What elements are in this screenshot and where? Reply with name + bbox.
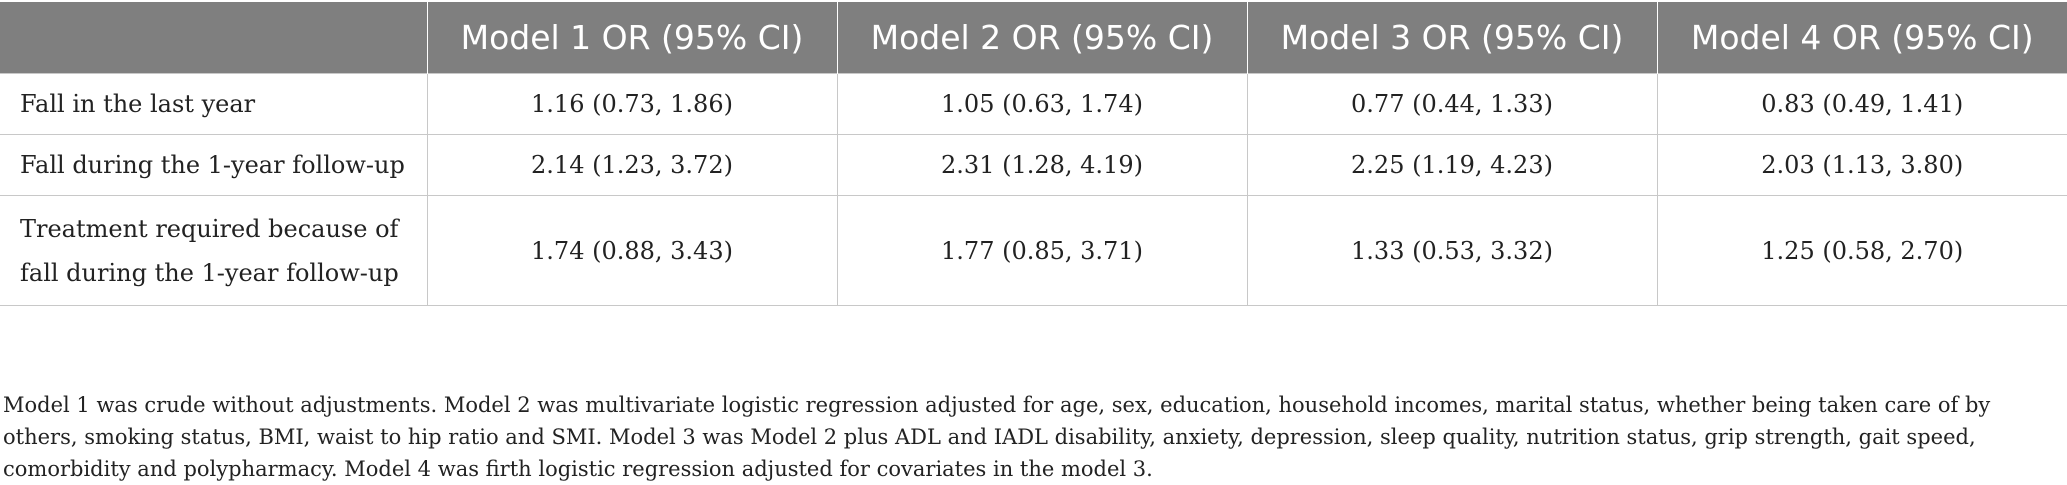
table-footnote: Model 1 was crude without adjustments. M… — [3, 393, 1991, 481]
table-cell: 1.74 (0.88, 3.43) — [426, 195, 838, 306]
table-cell: 2.31 (1.28, 4.19) — [836, 134, 1248, 196]
header-cell-blank — [0, 2, 428, 74]
table-cell: 1.16 (0.73, 1.86) — [426, 73, 838, 135]
table-row: Fall during the 1-year follow-up 2.14 (1… — [0, 134, 2067, 196]
table-cell: 1.25 (0.58, 2.70) — [1656, 195, 2067, 306]
table-cell: 1.05 (0.63, 1.74) — [836, 73, 1248, 135]
table-cell: 1.77 (0.85, 3.71) — [836, 195, 1248, 306]
row-label: Fall during the 1-year follow-up — [0, 134, 428, 196]
table-cell: 2.25 (1.19, 4.23) — [1246, 134, 1658, 196]
table-cell: 2.03 (1.13, 3.80) — [1656, 134, 2067, 196]
header-cell-model-3: Model 3 OR (95% CI) — [1247, 2, 1658, 74]
table-row: Fall in the last year 1.16 (0.73, 1.86) … — [0, 73, 2067, 135]
row-label: Fall in the last year — [0, 73, 428, 135]
header-cell-model-1: Model 1 OR (95% CI) — [427, 2, 838, 74]
table-cell: 2.14 (1.23, 3.72) — [426, 134, 838, 196]
row-label: Treatment required because of fall durin… — [0, 195, 428, 306]
header-cell-model-2: Model 2 OR (95% CI) — [837, 2, 1248, 74]
table-cell: 1.33 (0.53, 3.32) — [1246, 195, 1658, 306]
header-row: Model 1 OR (95% CI) Model 2 OR (95% CI) … — [0, 2, 2067, 74]
table-cell: 0.77 (0.44, 1.33) — [1246, 73, 1658, 135]
table-cell: 0.83 (0.49, 1.41) — [1656, 73, 2067, 135]
header-cell-model-4: Model 4 OR (95% CI) — [1657, 2, 2067, 74]
table-row: Treatment required because of fall durin… — [0, 195, 2067, 306]
odds-ratio-table: Model 1 OR (95% CI) Model 2 OR (95% CI) … — [0, 2, 2067, 306]
